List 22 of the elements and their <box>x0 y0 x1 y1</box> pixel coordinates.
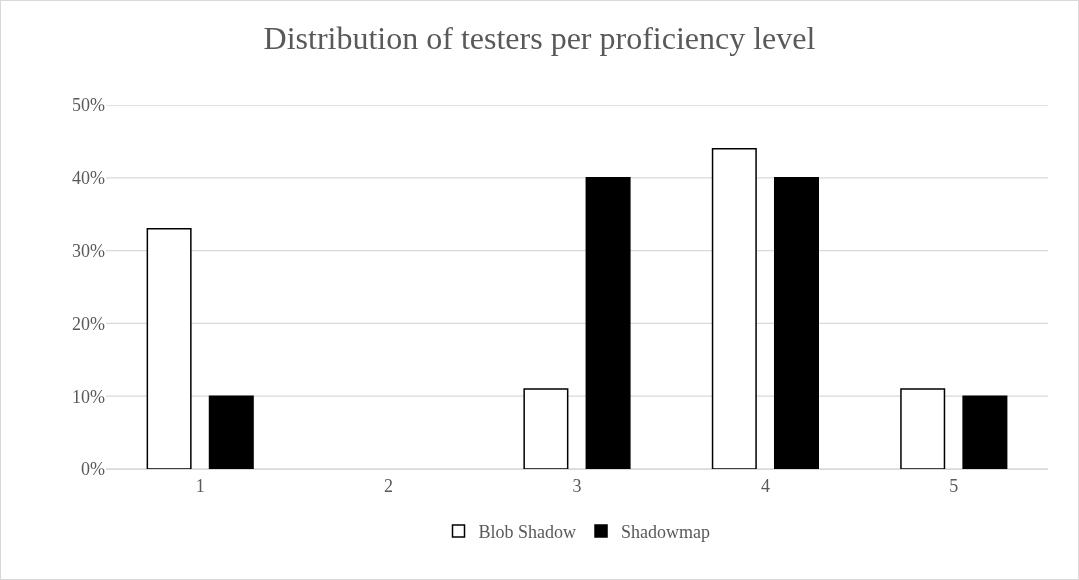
x-tick-label: 4 <box>760 475 770 496</box>
bar <box>585 177 631 469</box>
bar <box>208 395 254 469</box>
bar <box>773 177 819 469</box>
chart-title: Distribution of testers per proficiency level <box>263 20 816 57</box>
bar <box>900 388 946 469</box>
legend-label: Blob Shadow <box>478 521 577 542</box>
y-tick-label: 40% <box>72 168 105 189</box>
y-tick-label: 20% <box>72 313 105 334</box>
x-tick-label: 2 <box>384 475 394 496</box>
bar <box>962 395 1008 469</box>
y-tick-label: 30% <box>72 240 105 261</box>
bar <box>146 228 192 469</box>
x-tick-label: 1 <box>195 475 205 496</box>
y-tick-label: 10% <box>72 386 105 407</box>
bar <box>711 147 757 469</box>
y-tick-label: 50% <box>72 95 105 116</box>
y-tick-label: 0% <box>81 459 105 480</box>
legend-label: Shadowmap <box>621 521 711 542</box>
bar <box>523 388 569 469</box>
x-tick-label: 3 <box>572 475 582 496</box>
x-tick-label: 5 <box>949 475 959 496</box>
